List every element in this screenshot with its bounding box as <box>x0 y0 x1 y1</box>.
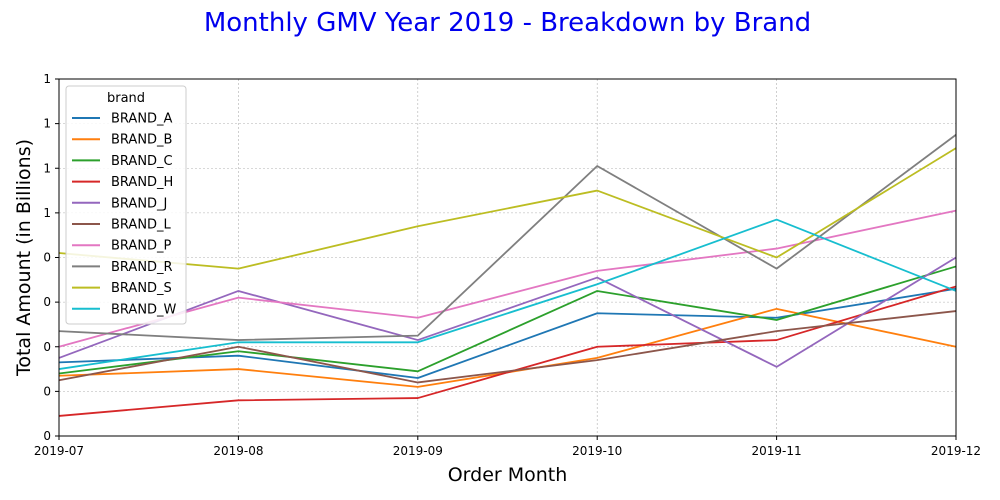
y-axis-ticks: 0 0 0 0 0 1 1 1 1 <box>43 72 59 443</box>
y-tick-label: 0 <box>43 384 51 398</box>
y-axis-title: Total Amount (in Billions) <box>13 139 35 377</box>
legend-box <box>65 85 187 325</box>
x-tick-label: 2019-10 <box>572 444 622 458</box>
legend-title: brand <box>107 91 145 106</box>
x-tick-label: 2019-11 <box>752 444 802 458</box>
y-tick-label: 1 <box>43 206 51 220</box>
legend: brand BRAND_A BRAND_B BRAND_C BRAND_H BRAND_J… <box>65 85 187 325</box>
legend-label: BRAND_J <box>111 196 167 211</box>
x-tick-label: 2019-09 <box>393 444 443 458</box>
y-tick-label: 0 <box>43 295 51 309</box>
y-tick-label: 1 <box>43 72 51 86</box>
x-tick-label: 2019-08 <box>213 444 263 458</box>
series-line-brand_w <box>58 218 957 370</box>
legend-label: BRAND_R <box>111 260 173 275</box>
legend-label: BRAND_C <box>111 154 173 169</box>
series-line-brand_c <box>58 265 957 375</box>
series-lines <box>58 134 957 417</box>
x-tick-label: 2019-07 <box>34 444 84 458</box>
series-line-brand_h <box>58 285 957 417</box>
x-axis-title: Order Month <box>448 464 568 486</box>
legend-label: BRAND_B <box>111 133 172 148</box>
series-line-brand_j <box>58 256 957 368</box>
legend-label: BRAND_S <box>111 281 172 296</box>
grid-layer <box>58 78 957 437</box>
legend-label: BRAND_H <box>111 175 173 190</box>
series-line-brand_l <box>58 310 957 384</box>
legend-label: BRAND_A <box>111 112 173 127</box>
series-line-brand_a <box>58 287 957 379</box>
chart-title: Monthly GMV Year 2019 - Breakdown by Bra… <box>203 8 812 38</box>
legend-label: BRAND_W <box>111 302 177 317</box>
y-tick-label: 0 <box>43 429 51 443</box>
series-line-brand_p <box>58 209 957 348</box>
series-line-brand_b <box>58 307 957 388</box>
series-line-brand_s <box>58 147 957 270</box>
y-tick-label: 0 <box>43 251 51 265</box>
legend-label: BRAND_L <box>111 218 172 233</box>
y-tick-label: 0 <box>43 340 51 354</box>
y-tick-label: 1 <box>43 161 51 175</box>
x-axis-ticks: 2019-07 2019-08 2019-09 2019-10 2019-11 2019-… <box>34 436 981 458</box>
x-tick-label: 2019-12 <box>931 444 981 458</box>
legend-label: BRAND_P <box>111 239 172 254</box>
y-tick-label: 1 <box>43 117 51 131</box>
series-line-brand_r <box>58 134 957 341</box>
